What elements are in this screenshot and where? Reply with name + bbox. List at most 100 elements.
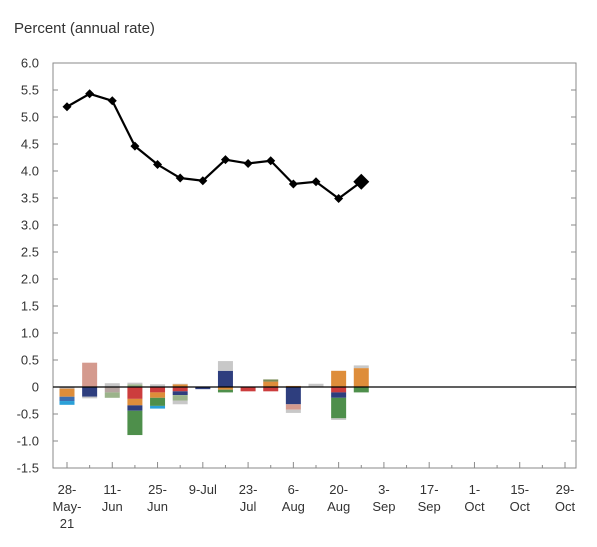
- nowcast-marker: [130, 141, 140, 151]
- component-bar-segment: [353, 365, 369, 369]
- y-tick-label: 5.5: [21, 83, 39, 98]
- x-tick-label: 17- Sep: [418, 482, 441, 514]
- x-tick-label-line: 3-: [378, 482, 390, 497]
- component-bar-segment: [150, 405, 166, 409]
- x-tick-label-line: 17-: [420, 482, 439, 497]
- chart-title: Percent (annual rate): [14, 20, 155, 37]
- y-tick-label: 1.5: [21, 299, 39, 314]
- y-tick-label: 0: [32, 380, 39, 395]
- x-tick-label: 20- Aug: [327, 482, 350, 514]
- component-bar-segment: [104, 383, 120, 387]
- x-tick-label-line: Sep: [372, 499, 395, 514]
- component-bar-segment: [127, 398, 143, 406]
- component-bar-segment: [195, 387, 211, 390]
- component-bar-segment: [263, 379, 279, 382]
- component-bar-segment: [82, 387, 98, 397]
- component-bar-segment: [172, 400, 188, 405]
- x-tick-label-line: Jun: [102, 499, 123, 514]
- x-tick-label-line: 1-: [469, 482, 481, 497]
- nowcast-marker: [107, 96, 117, 106]
- x-tick-label-line: Oct: [555, 499, 576, 514]
- component-bar-segment: [217, 370, 233, 387]
- x-tick-label-line: May-: [53, 499, 82, 514]
- x-tick-label-line: Aug: [282, 499, 305, 514]
- x-tick-label: 25- Jun: [147, 482, 168, 514]
- component-bar-segment: [353, 368, 369, 387]
- component-bar-segment: [172, 383, 188, 385]
- x-tick-label-line: 29-: [556, 482, 575, 497]
- component-bar-segment: [263, 381, 279, 387]
- y-tick-label: 1.0: [21, 326, 39, 341]
- x-tick-label-line: 28-: [58, 482, 77, 497]
- nowcast-marker: [334, 194, 344, 204]
- x-tick-label-line: Sep: [418, 499, 441, 514]
- y-tick-label: 5.0: [21, 110, 39, 125]
- nowcast-marker: [288, 179, 298, 189]
- nowcast-marker: [175, 173, 185, 183]
- x-tick-label-line: 6-: [288, 482, 300, 497]
- component-bar-segment: [263, 387, 279, 392]
- component-bar-segment: [82, 362, 98, 387]
- x-tick-label: 1- Oct: [464, 482, 485, 514]
- component-bar-segment: [285, 387, 301, 405]
- component-bar-segment: [331, 387, 347, 393]
- component-bar-segment: [331, 370, 347, 387]
- component-bar-segment: [308, 383, 324, 387]
- component-bar-segment: [150, 384, 166, 387]
- x-tick-label-line: 21: [60, 516, 74, 531]
- component-bar-segment: [172, 384, 188, 387]
- nowcast-marker: [266, 156, 276, 166]
- y-tick-label: 3.0: [21, 218, 39, 233]
- component-bar-segment: [59, 401, 75, 405]
- x-tick-label: 15- Oct: [510, 482, 531, 514]
- component-bar-segment: [127, 405, 143, 411]
- x-tick-label: 11- Jun: [102, 482, 123, 514]
- x-tick-label-line: Aug: [327, 499, 350, 514]
- y-tick-label: -1.0: [17, 434, 39, 449]
- component-bars: [59, 361, 369, 436]
- component-bar-segment: [150, 387, 166, 393]
- y-tick-label: -0.5: [17, 407, 39, 422]
- y-axis: 6.0 5.5 5.0 4.5 4.0 3.5 3.0 2.5 2.0 1.5 1.0 0.5 0 -0.…: [17, 56, 576, 476]
- component-bar-segment: [217, 389, 233, 393]
- x-tick-label: 29- Oct: [555, 482, 576, 514]
- component-bar-segment: [82, 396, 98, 399]
- component-bar-segment: [59, 387, 75, 389]
- y-tick-label: 0.5: [21, 353, 39, 368]
- nowcast-marker: [220, 155, 230, 165]
- x-tick-label-line: 9-Jul: [189, 482, 217, 497]
- y-tick-label: -1.5: [17, 461, 39, 476]
- component-bar-segment: [104, 387, 120, 393]
- component-bar-segment: [240, 387, 256, 392]
- x-tick-label-line: 11-: [103, 482, 121, 497]
- component-bar-segment: [127, 410, 143, 436]
- x-tick-label: 23- Jul: [239, 482, 258, 514]
- nowcast-marker: [153, 160, 163, 170]
- x-tick-label: 28- May- 21: [53, 482, 82, 531]
- component-bar-segment: [217, 387, 233, 390]
- component-bar-segment: [172, 387, 188, 392]
- component-bar-segment: [172, 391, 188, 396]
- component-bar-segment: [127, 382, 143, 385]
- x-tick-label-line: 20-: [329, 482, 348, 497]
- y-tick-label: 3.5: [21, 191, 39, 206]
- x-tick-label: 9-Jul: [189, 482, 217, 497]
- component-bar-segment: [127, 387, 143, 399]
- component-bar-segment: [150, 392, 166, 398]
- component-bar-segment: [331, 392, 347, 398]
- x-tick-label: 6- Aug: [282, 482, 305, 514]
- x-tick-label-line: Oct: [510, 499, 531, 514]
- x-tick-label-line: Oct: [464, 499, 485, 514]
- nowcast-marker: [311, 177, 321, 187]
- x-tick-label-line: 15-: [510, 482, 529, 497]
- y-tick-label: 2.5: [21, 245, 39, 260]
- nowcast-marker: [85, 89, 95, 99]
- nowcast-marker: [243, 158, 253, 168]
- component-bar-segment: [59, 396, 75, 402]
- x-tick-label-line: Jul: [240, 499, 257, 514]
- component-bar-segment: [150, 397, 166, 406]
- component-bar-segment: [285, 409, 301, 413]
- x-tick-label-line: 23-: [239, 482, 258, 497]
- y-tick-label: 4.0: [21, 164, 39, 179]
